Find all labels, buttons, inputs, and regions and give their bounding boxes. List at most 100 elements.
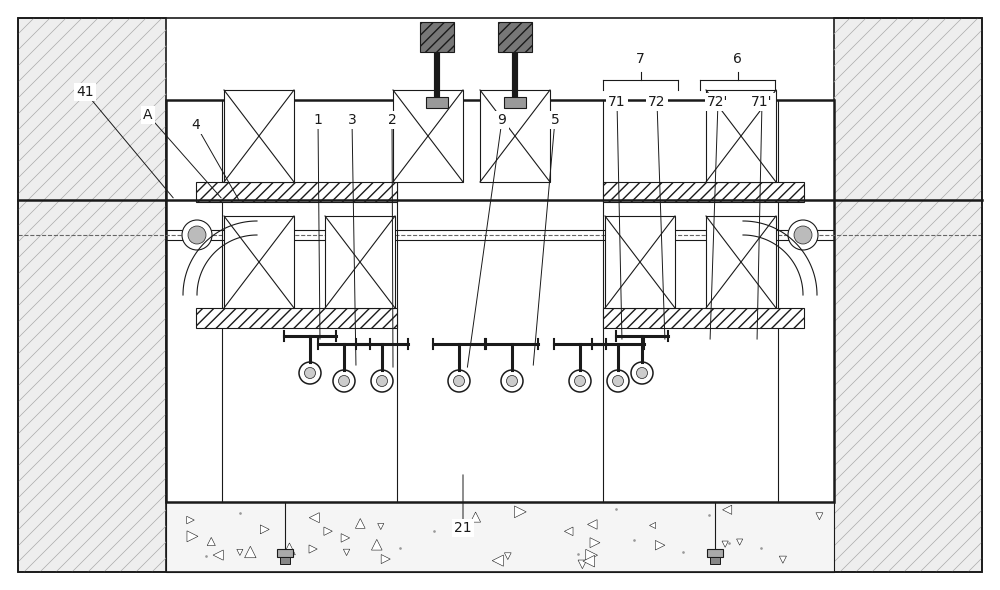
Bar (603, 182, 804, 202)
Polygon shape (785, 320, 793, 328)
Text: 3: 3 (348, 113, 356, 127)
Text: 72: 72 (648, 95, 666, 109)
Polygon shape (514, 506, 526, 518)
Polygon shape (400, 299, 407, 306)
Polygon shape (341, 533, 350, 542)
Polygon shape (732, 214, 744, 225)
Polygon shape (666, 211, 673, 218)
Text: 6: 6 (733, 52, 742, 66)
Text: A: A (143, 108, 153, 122)
Circle shape (304, 368, 316, 379)
Circle shape (637, 368, 648, 379)
Polygon shape (378, 523, 384, 530)
Polygon shape (722, 541, 728, 548)
Polygon shape (333, 237, 341, 245)
Polygon shape (590, 537, 600, 548)
Polygon shape (256, 348, 267, 358)
Polygon shape (692, 296, 702, 306)
Bar (277, 549, 293, 557)
Polygon shape (768, 382, 775, 389)
Polygon shape (734, 316, 745, 327)
Polygon shape (775, 343, 786, 354)
Polygon shape (564, 527, 573, 536)
Bar (707, 549, 723, 557)
Bar (393, 90, 463, 182)
Bar (196, 182, 397, 202)
Polygon shape (816, 513, 823, 520)
Polygon shape (620, 254, 629, 262)
Bar (426, 97, 448, 108)
Polygon shape (310, 225, 322, 237)
Bar (280, 557, 290, 564)
Polygon shape (405, 344, 415, 355)
Polygon shape (578, 560, 587, 569)
Circle shape (371, 370, 393, 392)
Bar (166, 500, 834, 572)
Text: 41: 41 (76, 85, 94, 99)
Bar (420, 22, 454, 52)
Polygon shape (316, 327, 325, 336)
Polygon shape (659, 316, 667, 324)
Circle shape (631, 362, 653, 384)
Polygon shape (332, 359, 338, 365)
Polygon shape (660, 356, 671, 368)
Polygon shape (721, 221, 732, 232)
Polygon shape (649, 522, 656, 529)
Bar (480, 90, 550, 182)
Polygon shape (504, 553, 511, 559)
Polygon shape (583, 555, 595, 567)
Text: 72': 72' (707, 95, 729, 109)
Circle shape (454, 375, 464, 386)
Bar (605, 216, 675, 308)
Polygon shape (370, 282, 376, 289)
Polygon shape (737, 539, 743, 545)
Polygon shape (683, 247, 691, 254)
Polygon shape (656, 258, 666, 267)
Bar (504, 97, 526, 108)
Polygon shape (309, 513, 319, 523)
Polygon shape (720, 301, 728, 309)
Text: 4: 4 (192, 118, 200, 132)
Circle shape (333, 370, 355, 392)
Polygon shape (180, 310, 187, 317)
Polygon shape (345, 289, 352, 296)
Polygon shape (237, 374, 249, 386)
Polygon shape (210, 317, 217, 324)
Polygon shape (353, 357, 359, 363)
Polygon shape (769, 253, 778, 261)
Polygon shape (187, 516, 194, 524)
Polygon shape (588, 520, 597, 529)
Bar (579, 200, 834, 400)
Polygon shape (730, 270, 741, 281)
Polygon shape (784, 383, 791, 389)
Polygon shape (170, 267, 178, 275)
Circle shape (182, 220, 212, 250)
Circle shape (299, 362, 321, 384)
Polygon shape (754, 335, 762, 342)
Polygon shape (343, 281, 349, 288)
Polygon shape (371, 267, 380, 277)
Polygon shape (355, 519, 365, 528)
Polygon shape (697, 328, 706, 337)
Bar (224, 216, 294, 308)
Text: 9: 9 (498, 113, 506, 127)
Circle shape (448, 370, 470, 392)
Polygon shape (365, 362, 375, 371)
Circle shape (507, 375, 518, 386)
Polygon shape (242, 384, 250, 392)
Polygon shape (213, 550, 223, 560)
Polygon shape (189, 344, 199, 354)
Polygon shape (810, 286, 818, 293)
Bar (498, 22, 532, 52)
Circle shape (569, 370, 591, 392)
Text: 5: 5 (551, 113, 559, 127)
Text: 1: 1 (314, 113, 322, 127)
Polygon shape (244, 291, 254, 301)
Polygon shape (770, 316, 779, 325)
Circle shape (376, 375, 388, 386)
Polygon shape (371, 375, 380, 384)
Polygon shape (734, 206, 744, 216)
Polygon shape (363, 275, 373, 286)
Bar (196, 308, 397, 328)
Polygon shape (198, 280, 205, 288)
